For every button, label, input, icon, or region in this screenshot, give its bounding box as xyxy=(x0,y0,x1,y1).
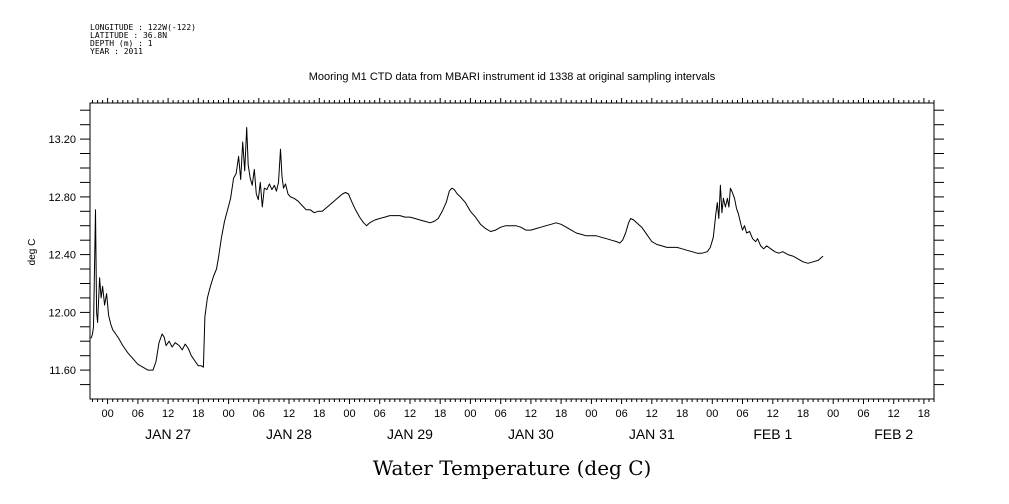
y-tick-label: 12.80 xyxy=(48,192,76,204)
chart-title: Mooring M1 CTD data from MBARI instrumen… xyxy=(309,71,716,83)
x-tick-label: 06 xyxy=(615,408,627,420)
x-day-label: JAN 28 xyxy=(266,426,312,442)
x-tick-label: 18 xyxy=(797,408,809,420)
x-tick-label: 18 xyxy=(313,408,325,420)
meta-year: YEAR : 2011 xyxy=(90,47,143,56)
x-tick-label: 06 xyxy=(253,408,265,420)
meta-latitude: LATITUDE : 36.8N xyxy=(90,31,168,40)
x-tick-label: 06 xyxy=(736,408,748,420)
x-tick-label: 18 xyxy=(676,408,688,420)
x-tick-label: 12 xyxy=(767,408,779,420)
x-axis-title: Water Temperature (deg C) xyxy=(373,456,652,480)
x-tick-label: 00 xyxy=(585,408,597,420)
x-tick-label: 00 xyxy=(464,408,476,420)
meta-depth: DEPTH (m) : 1 xyxy=(90,39,153,48)
x-tick-label: 18 xyxy=(918,408,930,420)
x-tick-label: 00 xyxy=(827,408,839,420)
x-tick-label: 00 xyxy=(706,408,718,420)
x-tick-label: 00 xyxy=(343,408,355,420)
x-day-label: JAN 27 xyxy=(145,426,191,442)
y-tick-label: 12.00 xyxy=(48,307,76,319)
x-day-label: FEB 1 xyxy=(753,426,792,442)
x-tick-label: 06 xyxy=(132,408,144,420)
x-day-label: JAN 30 xyxy=(508,426,554,442)
x-tick-label: 12 xyxy=(283,408,295,420)
x-tick-label: 12 xyxy=(162,408,174,420)
temperature-series-line xyxy=(90,127,824,371)
x-tick-label: 18 xyxy=(434,408,446,420)
x-day-label: JAN 29 xyxy=(387,426,433,442)
x-day-label: FEB 2 xyxy=(874,426,913,442)
x-tick-label: 06 xyxy=(857,408,869,420)
y-axis-title: deg C xyxy=(27,239,38,266)
y-tick-label: 13.20 xyxy=(48,134,76,146)
x-tick-label: 12 xyxy=(525,408,537,420)
x-day-label: JAN 31 xyxy=(629,426,675,442)
plot-frame xyxy=(89,102,935,400)
meta-longitude: LONGITUDE : 122W(-122) xyxy=(90,23,196,32)
y-tick-label: 11.60 xyxy=(49,365,76,377)
x-tick-label: 12 xyxy=(404,408,416,420)
x-tick-label: 06 xyxy=(374,408,386,420)
x-tick-label: 12 xyxy=(888,408,900,420)
x-tick-label: 12 xyxy=(646,408,658,420)
x-tick-label: 18 xyxy=(555,408,567,420)
x-tick-label: 18 xyxy=(192,408,204,420)
x-tick-label: 00 xyxy=(101,408,113,420)
x-tick-label: 00 xyxy=(222,408,234,420)
y-tick-label: 12.40 xyxy=(48,250,76,262)
x-tick-label: 06 xyxy=(495,408,507,420)
